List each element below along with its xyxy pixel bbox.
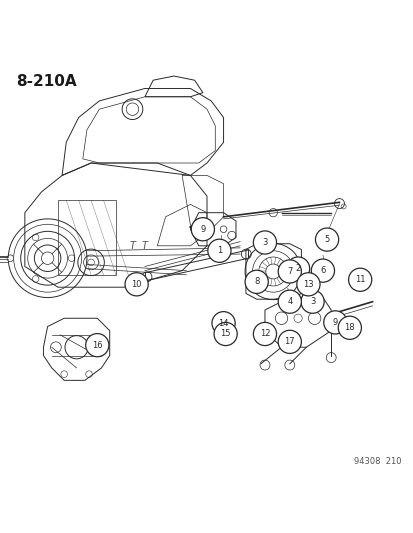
Text: 17: 17 <box>284 337 294 346</box>
Circle shape <box>191 217 214 241</box>
Text: 11: 11 <box>354 275 365 284</box>
Circle shape <box>207 239 230 262</box>
Text: 15: 15 <box>220 329 230 338</box>
Text: 94308  210: 94308 210 <box>353 457 401 466</box>
Text: 14: 14 <box>218 319 228 328</box>
Circle shape <box>253 231 276 254</box>
Text: 3: 3 <box>309 297 314 306</box>
Circle shape <box>214 322 237 345</box>
Text: 8: 8 <box>254 277 259 286</box>
Text: 9: 9 <box>332 318 337 327</box>
Text: 9: 9 <box>200 225 205 234</box>
Text: 6: 6 <box>320 266 325 275</box>
Text: 13: 13 <box>302 280 313 289</box>
Circle shape <box>315 228 338 251</box>
Text: 5: 5 <box>324 235 329 244</box>
Circle shape <box>85 334 109 357</box>
Circle shape <box>253 322 276 345</box>
Circle shape <box>300 290 323 313</box>
Circle shape <box>278 260 301 283</box>
Text: 1: 1 <box>216 246 221 255</box>
Text: 7: 7 <box>287 267 292 276</box>
Bar <box>58 200 116 275</box>
Text: 12: 12 <box>259 329 270 338</box>
Circle shape <box>125 273 148 296</box>
Circle shape <box>337 316 361 340</box>
Circle shape <box>7 255 14 262</box>
Text: 8-210A: 8-210A <box>17 74 77 89</box>
Text: 3: 3 <box>262 238 267 247</box>
Circle shape <box>348 268 371 292</box>
Circle shape <box>296 273 319 296</box>
Circle shape <box>311 259 334 282</box>
Circle shape <box>278 330 301 353</box>
Text: T: T <box>142 241 147 251</box>
Circle shape <box>286 257 309 280</box>
Circle shape <box>323 311 346 334</box>
Circle shape <box>244 270 268 293</box>
Circle shape <box>211 312 235 335</box>
Text: 18: 18 <box>344 324 354 332</box>
Text: 4: 4 <box>287 297 292 306</box>
Text: T: T <box>129 241 135 251</box>
Text: 10: 10 <box>131 280 142 289</box>
Circle shape <box>278 290 301 313</box>
Text: 2: 2 <box>295 264 300 273</box>
Text: 16: 16 <box>92 341 102 350</box>
